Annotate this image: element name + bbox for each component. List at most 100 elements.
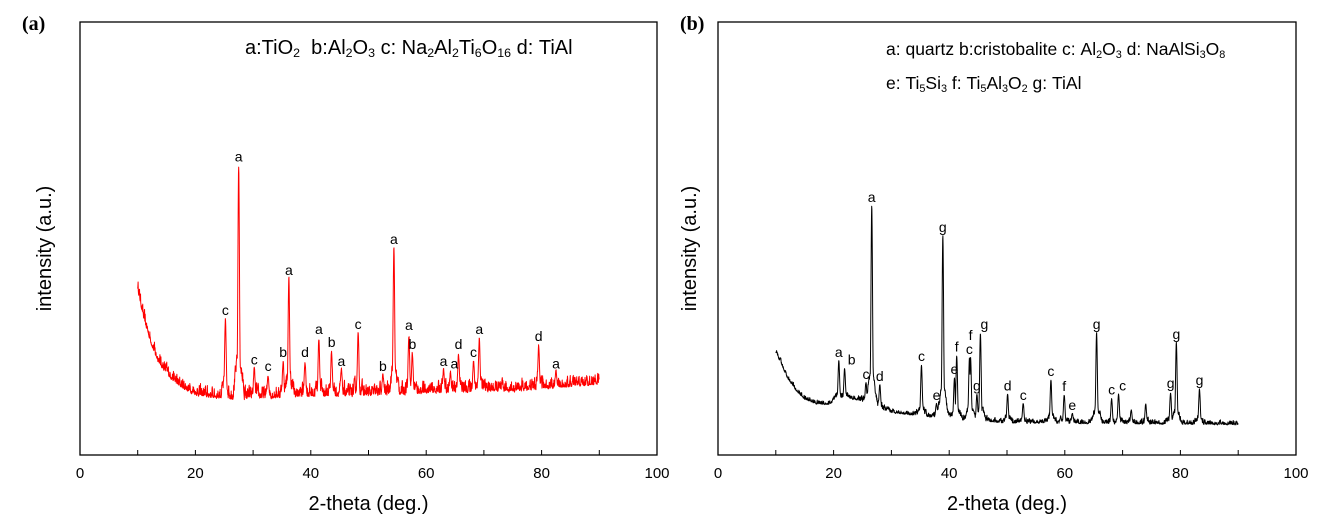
peak-label: a (552, 356, 560, 372)
x-tick-label: 0 (76, 465, 84, 482)
legend-text: f: Ti (947, 73, 980, 93)
legend-line: e: Ti5​Si3​ f: Ti5​Al3​O2​ g: TiAl (886, 73, 1082, 95)
peak-label: g (1093, 316, 1101, 332)
peak-label: a (315, 321, 323, 337)
legend-subscript: 5 (919, 83, 925, 95)
x-tick-label: 0 (714, 465, 722, 482)
peak-label: b (848, 351, 856, 367)
peak-label: d (535, 328, 543, 344)
xrd-trace (137, 166, 600, 401)
legend-line: a:TiO2​ b:Al2​O3​ c: Na2​Al2​Ti6​O16​ d:… (245, 37, 573, 60)
legend-subscript: 3 (368, 46, 375, 60)
peak-label: c (251, 351, 258, 367)
x-axis-label: 2-theta (deg.) (947, 493, 1067, 515)
peak-label: a (405, 317, 413, 333)
x-tick-label: 40 (302, 465, 319, 482)
legend-subscript: 3 (1002, 83, 1008, 95)
peak-label: c (265, 358, 272, 374)
legend-subscript: 2 (1096, 49, 1102, 61)
y-axis-label: intensity (a.u.) (679, 186, 701, 312)
panel-label: (b) (680, 13, 704, 35)
legend-text: d: TiAl (511, 37, 573, 59)
x-tick-label: 100 (1283, 465, 1308, 482)
peak-label: a (451, 356, 459, 372)
peak-label: g (939, 219, 947, 235)
peak-label: a (235, 148, 243, 164)
peak-label: g (1167, 375, 1175, 391)
panel-a: 0 20 40 60 80 100 2-theta (deg.) intensity (a.u… (22, 13, 670, 515)
peak-label: e (1068, 397, 1076, 413)
peak-label: e (951, 361, 959, 377)
peak-label: c (1020, 387, 1027, 403)
legend-subscript: 2 (346, 46, 353, 60)
legend-text: c: Na (375, 37, 428, 59)
peak-label: a (285, 262, 293, 278)
peak-label: f (1062, 378, 1066, 394)
peak-label: a (440, 353, 448, 369)
legend-subscript: 16 (497, 46, 511, 60)
legend-subscript: 2 (427, 46, 434, 60)
peak-label: d (455, 336, 463, 352)
x-tick-label: 20 (825, 465, 842, 482)
peak-label: a (835, 344, 843, 360)
peak-label: c (470, 344, 477, 360)
legend-text: O (1206, 39, 1220, 59)
peak-label: c (966, 341, 973, 357)
peak-label: a (868, 189, 876, 205)
peak-label: e (933, 387, 941, 403)
peak-label: g (1173, 326, 1181, 342)
peak-label: f (955, 338, 959, 354)
legend-text: O (482, 37, 498, 59)
peak-label: f (969, 327, 973, 343)
legend-subscript: 2 (1022, 83, 1028, 95)
peak-label: c (918, 348, 925, 364)
legend-text: g: TiAl (1028, 73, 1082, 93)
legend-line: a: quartz b:cristobalite c: Al2​O3​ d: N… (886, 39, 1225, 61)
peak-label: c (863, 366, 870, 382)
legend-subscript: 6 (475, 46, 482, 60)
peak-label: a (390, 231, 398, 247)
legend-text: O (1102, 39, 1116, 59)
x-tick-label: 40 (941, 465, 958, 482)
x-axis-label: 2-theta (deg.) (308, 493, 428, 515)
legend-subscript: 2 (452, 46, 459, 60)
x-tick-label: 100 (644, 465, 669, 482)
legend-text: e: Ti (886, 73, 919, 93)
legend-text: Ti (459, 37, 475, 59)
peak-label: c (1119, 377, 1126, 393)
legend-text: O (1008, 73, 1022, 93)
peak-label: b (409, 336, 417, 352)
legend-subscript: 3 (1116, 49, 1122, 61)
peak-label: b (379, 358, 387, 374)
legend-text: b:Al (300, 37, 346, 59)
panel-b: 0 20 40 60 80 100 2-theta (deg.) intensity (a.u… (679, 13, 1309, 515)
peak-label: c (355, 316, 362, 332)
xrd-trace (775, 205, 1239, 426)
peak-label: c (1047, 363, 1054, 379)
legend-text: a: quartz b:cristobalite c: Al (886, 39, 1096, 59)
legend-subscript: 2 (293, 46, 300, 60)
peak-label: d (301, 344, 309, 360)
legend-text: Si (925, 73, 941, 93)
peak-label: c (1108, 382, 1115, 398)
peak-label: b (328, 334, 336, 350)
x-tick-label: 60 (418, 465, 435, 482)
x-tick-label: 80 (1172, 465, 1189, 482)
peak-label: a (338, 353, 346, 369)
y-axis-label: intensity (a.u.) (34, 186, 56, 312)
legend-text: O (353, 37, 369, 59)
x-tick-label: 80 (533, 465, 550, 482)
peak-label: a (475, 321, 483, 337)
legend-text: a:TiO (245, 37, 293, 59)
peak-label: d (876, 368, 884, 384)
legend-text: d: NaAlSi (1122, 39, 1200, 59)
legend-text: Al (434, 37, 452, 59)
peak-label: c (222, 302, 229, 318)
peak-label: d (1004, 377, 1012, 393)
legend-text: Al (986, 73, 1002, 93)
peak-label: g (973, 377, 981, 393)
legend-subscript: 5 (980, 83, 986, 95)
legend-subscript: 3 (941, 83, 947, 95)
